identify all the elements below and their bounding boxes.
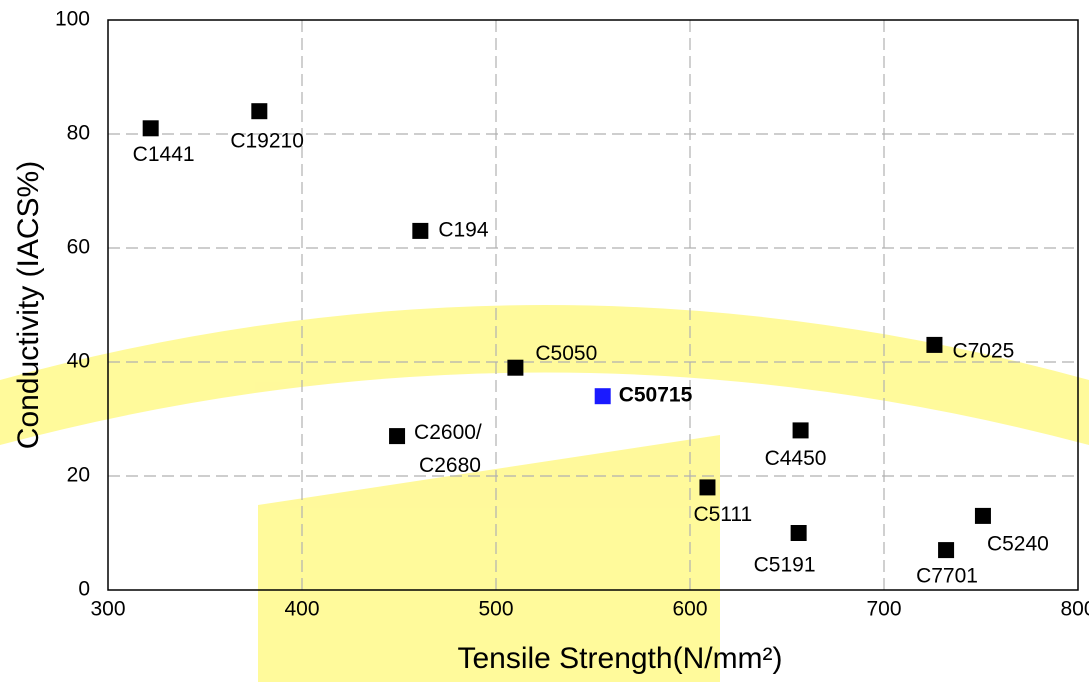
y-axis-title: Conductivity (IACS%) bbox=[12, 161, 45, 449]
x-tick-label: 300 bbox=[90, 598, 125, 621]
point-label: C7701 bbox=[916, 565, 978, 588]
x-tick-label: 800 bbox=[1060, 598, 1089, 621]
point bbox=[974, 507, 991, 524]
y-tick-label: 100 bbox=[55, 8, 90, 31]
point-label: C194 bbox=[438, 218, 489, 241]
plot-frame bbox=[107, 19, 1079, 591]
label-line: C2680 bbox=[419, 454, 481, 477]
x-tick-label: 700 bbox=[866, 598, 901, 621]
point bbox=[938, 542, 955, 559]
watermark-arc bbox=[0, 305, 1089, 445]
x-tick-label: 500 bbox=[478, 598, 513, 621]
point bbox=[792, 422, 809, 439]
point-label: C5111 bbox=[693, 503, 752, 526]
point bbox=[594, 388, 611, 405]
point bbox=[251, 103, 268, 120]
x-axis-title: Tensile Strength(N/mm²) bbox=[457, 642, 782, 675]
point-label: C5050 bbox=[535, 342, 597, 365]
point-label: C1441 bbox=[133, 143, 195, 166]
point bbox=[389, 428, 406, 445]
point-label: C2600/C2680 bbox=[414, 421, 482, 477]
x-tick-label: 400 bbox=[284, 598, 319, 621]
y-tick-label: 40 bbox=[67, 350, 90, 373]
point bbox=[412, 222, 429, 239]
point-label: C7025 bbox=[952, 339, 1014, 362]
x-tick-label: 600 bbox=[672, 598, 707, 621]
point-label: C19210 bbox=[230, 130, 304, 153]
point-label: C50715 bbox=[619, 384, 693, 407]
point-label: C5191 bbox=[754, 554, 816, 577]
point-label: C4450 bbox=[765, 447, 827, 470]
y-tick-label: 80 bbox=[67, 122, 90, 145]
point-label: C5240 bbox=[987, 532, 1049, 555]
point bbox=[790, 525, 807, 541]
y-tick-label: 20 bbox=[67, 464, 90, 487]
point bbox=[699, 479, 716, 496]
y-tick-label: 0 bbox=[78, 578, 90, 601]
point bbox=[507, 359, 524, 376]
point bbox=[142, 120, 159, 137]
y-tick-label: 60 bbox=[67, 236, 90, 259]
point bbox=[926, 336, 943, 353]
watermark-shape bbox=[258, 435, 720, 682]
label-line: C2600/ bbox=[414, 421, 482, 444]
watermark bbox=[0, 305, 1089, 682]
